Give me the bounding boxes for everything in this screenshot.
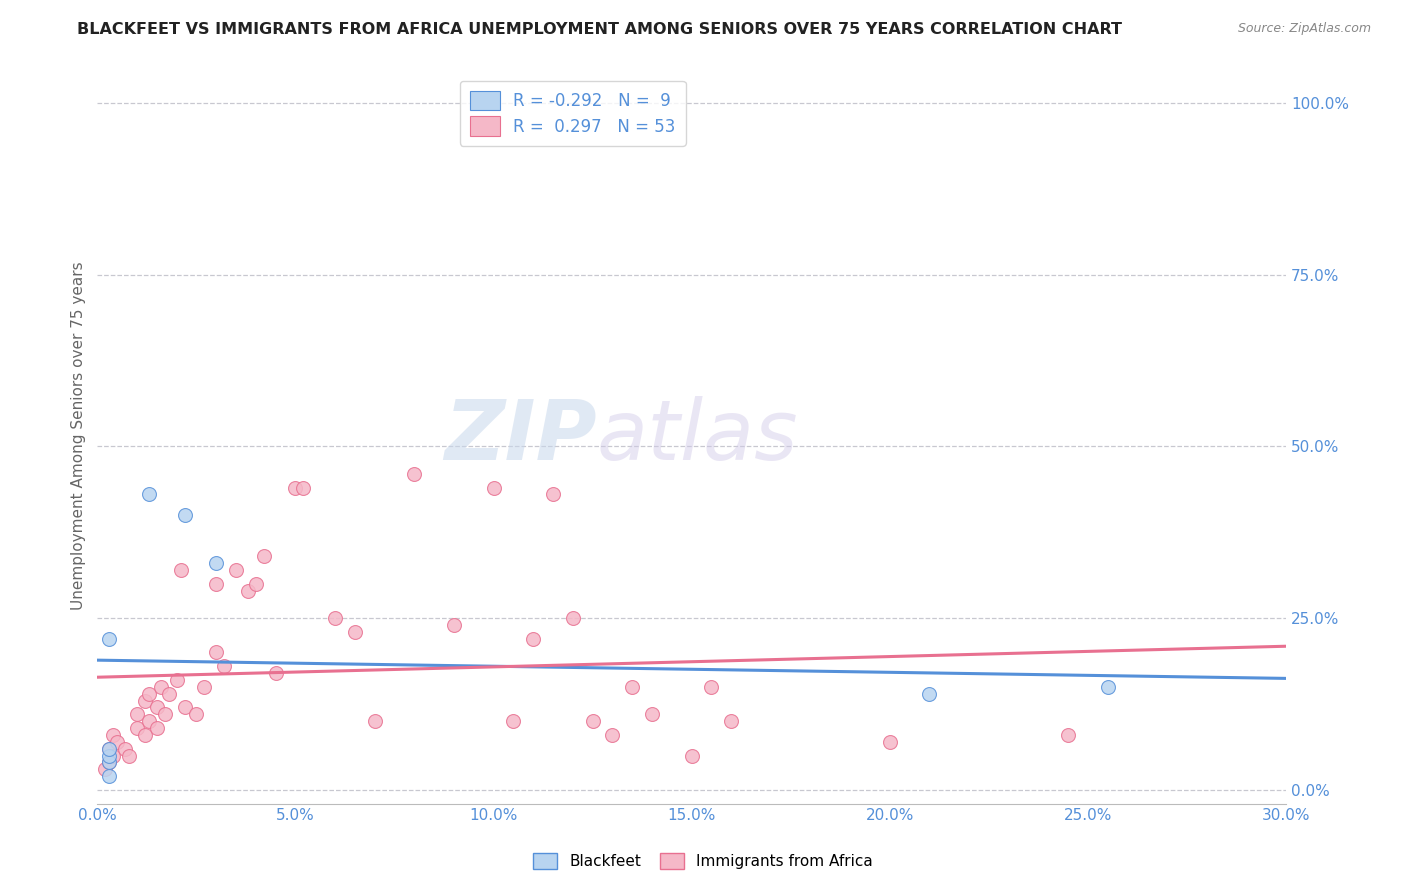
Point <box>1057 728 1080 742</box>
Point <box>621 680 644 694</box>
Point <box>245 576 267 591</box>
Point <box>98 741 121 756</box>
Point <box>146 700 169 714</box>
Point <box>284 481 307 495</box>
Point <box>561 611 583 625</box>
Point <box>879 735 901 749</box>
Legend: R = -0.292   N =  9, R =  0.297   N = 53: R = -0.292 N = 9, R = 0.297 N = 53 <box>460 80 686 145</box>
Point <box>205 645 228 659</box>
Point <box>169 563 191 577</box>
Point <box>125 721 148 735</box>
Point <box>212 659 235 673</box>
Point <box>105 735 128 749</box>
Point <box>98 769 121 783</box>
Point <box>98 756 121 770</box>
Point <box>157 687 180 701</box>
Text: ZIP: ZIP <box>444 395 596 476</box>
Point <box>98 741 121 756</box>
Point <box>404 467 426 481</box>
Text: Source: ZipAtlas.com: Source: ZipAtlas.com <box>1237 22 1371 36</box>
Point <box>581 714 603 728</box>
Text: atlas: atlas <box>596 395 799 476</box>
Legend: Blackfeet, Immigrants from Africa: Blackfeet, Immigrants from Africa <box>527 847 879 875</box>
Point <box>720 714 742 728</box>
Point <box>125 707 148 722</box>
Point <box>602 728 624 742</box>
Point <box>98 632 121 646</box>
Point <box>103 748 125 763</box>
Point <box>205 576 228 591</box>
Point <box>146 721 169 735</box>
Point <box>323 611 346 625</box>
Point <box>522 632 544 646</box>
Point <box>153 707 176 722</box>
Point <box>134 693 156 707</box>
Y-axis label: Unemployment Among Seniors over 75 years: Unemployment Among Seniors over 75 years <box>72 261 86 610</box>
Point <box>502 714 524 728</box>
Point <box>98 748 121 763</box>
Point <box>253 549 276 564</box>
Point <box>482 481 505 495</box>
Point <box>205 556 228 570</box>
Point <box>103 728 125 742</box>
Point <box>700 680 723 694</box>
Point <box>114 741 136 756</box>
Point <box>225 563 247 577</box>
Point <box>134 728 156 742</box>
Point <box>264 666 287 681</box>
Point <box>193 680 215 694</box>
Point <box>149 680 172 694</box>
Point <box>541 487 564 501</box>
Point <box>918 687 941 701</box>
Text: BLACKFEET VS IMMIGRANTS FROM AFRICA UNEMPLOYMENT AMONG SENIORS OVER 75 YEARS COR: BLACKFEET VS IMMIGRANTS FROM AFRICA UNEM… <box>77 22 1122 37</box>
Point <box>443 618 465 632</box>
Point <box>236 583 259 598</box>
Point <box>94 762 117 776</box>
Point <box>292 481 315 495</box>
Point <box>173 700 195 714</box>
Point <box>186 707 208 722</box>
Point <box>173 508 195 522</box>
Point <box>343 624 366 639</box>
Point <box>1097 680 1119 694</box>
Point <box>363 714 385 728</box>
Point <box>98 756 121 770</box>
Point <box>681 748 703 763</box>
Point <box>138 687 160 701</box>
Point <box>118 748 141 763</box>
Point <box>138 487 160 501</box>
Point <box>166 673 188 687</box>
Point <box>641 707 664 722</box>
Point <box>138 714 160 728</box>
